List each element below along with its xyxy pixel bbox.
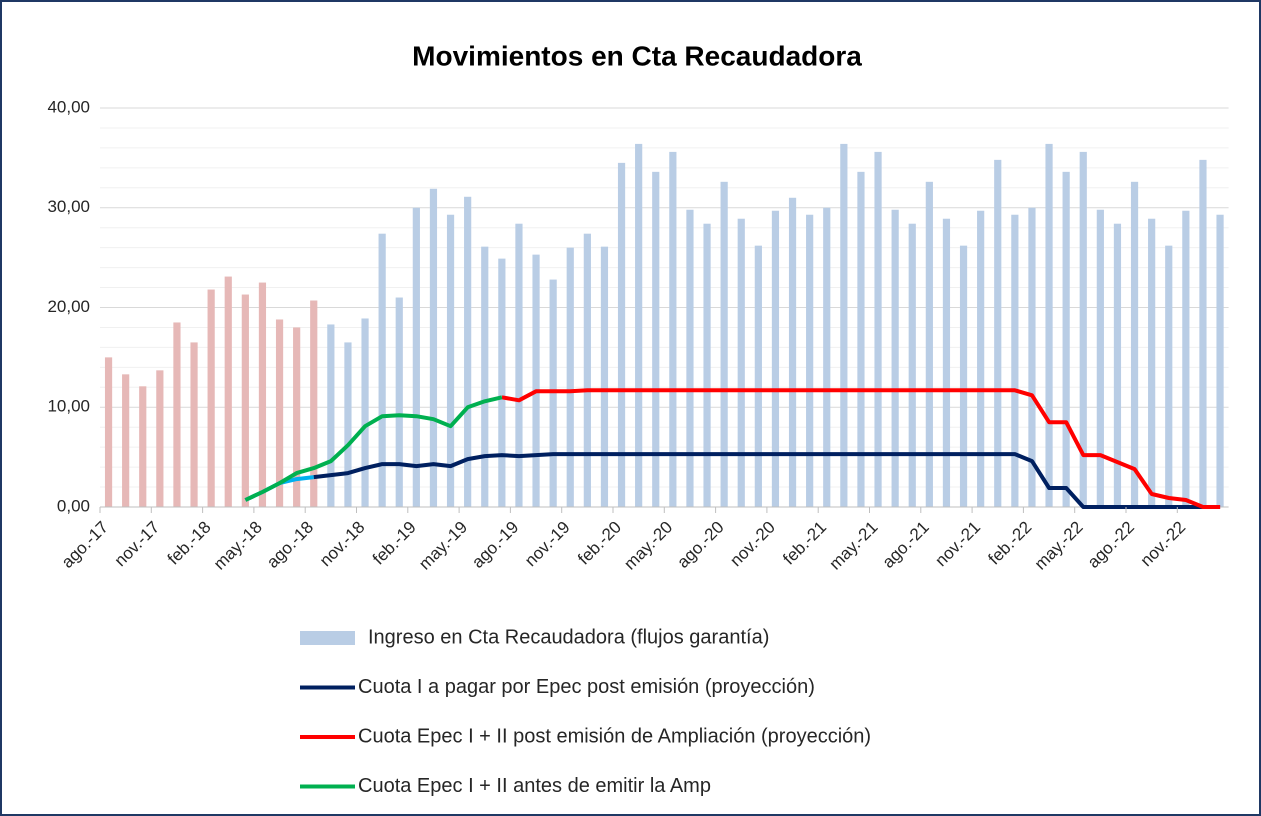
bar xyxy=(857,171,865,507)
bar xyxy=(104,357,113,507)
bar xyxy=(994,159,1002,507)
bar xyxy=(412,207,420,507)
bar xyxy=(840,143,848,507)
bar xyxy=(806,214,814,508)
bar xyxy=(891,209,899,507)
bar xyxy=(327,324,335,507)
bar xyxy=(275,319,284,507)
bar xyxy=(378,233,386,507)
bar xyxy=(977,210,985,507)
bar xyxy=(498,258,506,507)
bar xyxy=(139,386,147,507)
bar xyxy=(908,223,916,507)
bar xyxy=(635,143,643,507)
bar xyxy=(1165,245,1173,507)
bar xyxy=(925,181,933,507)
bar xyxy=(344,342,352,507)
bar xyxy=(652,171,660,507)
bar xyxy=(1130,181,1139,507)
bar xyxy=(446,214,455,508)
bar xyxy=(190,342,198,507)
bar xyxy=(874,151,882,507)
bar xyxy=(720,181,728,507)
bar xyxy=(481,246,489,507)
chart-title: Movimientos en Cta Recaudadora xyxy=(412,40,862,71)
bar xyxy=(1216,214,1224,508)
bar xyxy=(1062,171,1070,507)
bar xyxy=(754,245,762,507)
y-tick-label: 30,00 xyxy=(47,197,90,216)
bar xyxy=(1045,143,1053,507)
bar xyxy=(293,327,301,507)
bar xyxy=(429,188,438,508)
legend-label: Ingreso en Cta Recaudadora (flujos garan… xyxy=(368,626,769,648)
bar xyxy=(464,196,472,507)
bar xyxy=(532,254,540,507)
bar xyxy=(1028,207,1036,507)
bar xyxy=(823,207,831,507)
bar xyxy=(771,210,780,507)
bar xyxy=(515,223,523,507)
bar xyxy=(207,289,215,507)
bar xyxy=(617,162,626,508)
line xyxy=(244,395,503,502)
line xyxy=(313,452,1221,509)
bar xyxy=(703,223,711,507)
bar xyxy=(1199,159,1207,507)
bar xyxy=(942,218,951,507)
bar xyxy=(1148,218,1156,507)
legend-label: Cuota Epec I + II post emisión de Amplia… xyxy=(358,725,871,747)
legend-label: Cuota I a pagar por Epec post emisión (p… xyxy=(358,676,815,698)
bar xyxy=(310,300,318,507)
bar xyxy=(788,197,797,507)
bar xyxy=(669,151,677,507)
y-tick-label: 20,00 xyxy=(47,297,90,316)
bar xyxy=(583,233,591,507)
bar xyxy=(224,276,232,507)
legend-label: Cuota Epec I + II antes de emitir la Amp xyxy=(358,775,711,797)
y-tick-label: 10,00 xyxy=(47,397,90,416)
bar xyxy=(1011,214,1019,508)
bar xyxy=(156,370,164,507)
bar xyxy=(1096,209,1104,507)
y-tick-label: 40,00 xyxy=(47,97,90,116)
bar xyxy=(1079,151,1087,507)
bar xyxy=(566,247,574,507)
bar xyxy=(173,322,181,507)
bar xyxy=(241,294,249,507)
bar xyxy=(361,318,369,507)
bar xyxy=(122,374,130,507)
bar xyxy=(1182,210,1190,507)
bar xyxy=(737,218,745,507)
bar xyxy=(395,297,403,507)
line xyxy=(501,388,1221,509)
y-tick-label: 0,00 xyxy=(57,496,90,515)
bar xyxy=(686,209,694,507)
legend-swatch xyxy=(300,631,355,645)
bar xyxy=(1113,223,1122,507)
bar xyxy=(258,282,267,507)
bar xyxy=(959,245,968,507)
bar xyxy=(600,246,609,507)
